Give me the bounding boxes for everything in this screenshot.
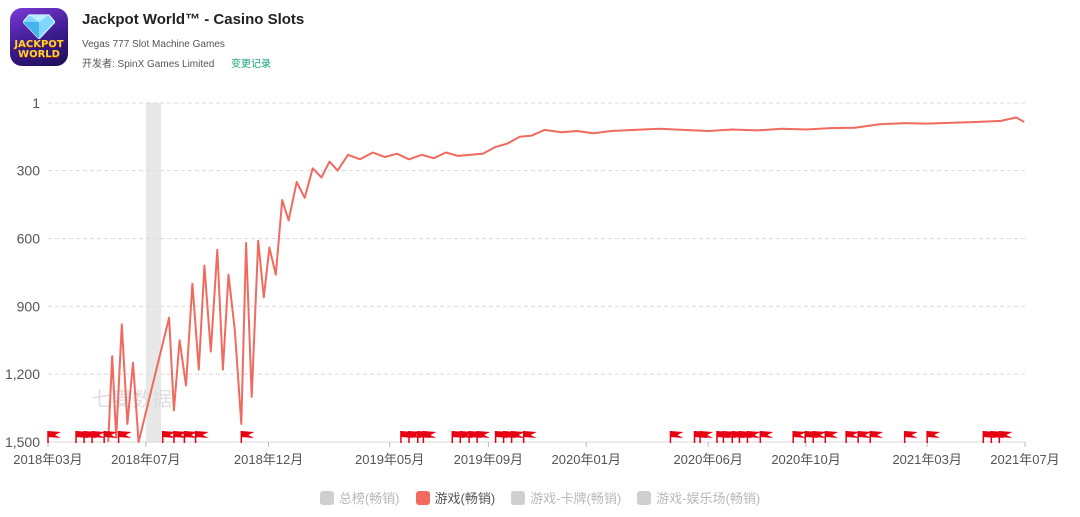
version-flag-icon[interactable]	[870, 431, 884, 438]
legend-label: 游戏(畅销)	[434, 491, 496, 506]
app-header: JACKPOT WORLD Jackpot World™ - Casino Sl…	[10, 8, 710, 72]
developer-label: 开发者: SpinX Games Limited	[82, 59, 215, 70]
version-flag-icon[interactable]	[927, 431, 941, 438]
developer-row: 开发者: SpinX Games Limited 变更记录	[82, 55, 271, 70]
version-flag-icon[interactable]	[241, 431, 255, 438]
y-tick-label: 900	[17, 298, 41, 314]
shaded-period	[145, 103, 162, 442]
version-flag-icon[interactable]	[477, 431, 491, 438]
legend-item[interactable]: 游戏(畅销)	[415, 488, 496, 507]
version-flag-icon[interactable]	[793, 431, 807, 438]
version-flag-icon[interactable]	[825, 431, 839, 438]
chart-legend: 总榜(畅销) 游戏(畅销) 游戏-卡牌(畅销) 游戏-娱乐场(畅销)	[0, 488, 1080, 508]
version-flag-icon[interactable]	[747, 431, 761, 438]
x-tick-label: 2019年09月	[454, 452, 523, 467]
version-flag-icon[interactable]	[858, 431, 872, 438]
app-title: Jackpot World™ - Casino Slots	[82, 11, 305, 28]
version-flag-icon[interactable]	[104, 431, 118, 438]
version-flag-icon[interactable]	[92, 431, 106, 438]
jackpot-world-app-icon: JACKPOT WORLD	[10, 8, 68, 66]
x-tick-label: 2019年05月	[355, 452, 424, 467]
version-flag-icon[interactable]	[195, 431, 209, 438]
version-flag-icon[interactable]	[999, 431, 1013, 438]
changelog-link[interactable]: 变更记录	[231, 59, 272, 70]
version-flag-icon[interactable]	[670, 431, 684, 438]
legend-swatch	[637, 490, 652, 505]
legend-swatch	[415, 490, 430, 505]
diamond-icon	[23, 14, 55, 39]
app-subtitle: Vegas 777 Slot Machine Games	[82, 39, 225, 50]
y-tick-label: 1,200	[5, 366, 40, 382]
version-flag-icon[interactable]	[813, 431, 827, 438]
x-tick-label: 2020年10月	[771, 452, 840, 467]
watermark: 七麦数据	[92, 387, 172, 411]
legend-swatch	[511, 490, 526, 505]
version-flag-icon[interactable]	[511, 431, 525, 438]
x-tick-label: 2021年03月	[892, 452, 961, 467]
legend-label: 游戏-卡牌(畅销)	[530, 491, 622, 506]
app-icon-lettering: JACKPOT WORLD	[14, 39, 64, 60]
legend-swatch	[319, 490, 334, 505]
y-tick-label: 1	[32, 95, 40, 111]
version-flag-icon[interactable]	[118, 431, 132, 438]
version-flag-icon[interactable]	[184, 431, 198, 438]
x-tick-label: 2020年06月	[673, 452, 742, 467]
version-flag-icon[interactable]	[48, 431, 61, 438]
x-tick-label: 2018年07月	[111, 452, 180, 467]
version-flag-icon[interactable]	[700, 431, 714, 438]
series-line-games-grossing	[107, 116, 1025, 443]
rank-chart: 1 300 600 900 1,200 1,500 2018年03月 2018年07月 2018…	[5, 95, 1060, 467]
x-tick-label: 2020年01月	[552, 452, 621, 467]
legend-item[interactable]: 总榜(畅销)	[319, 488, 400, 507]
legend-item[interactable]: 游戏-卡牌(畅销)	[511, 488, 621, 507]
version-flag-icon[interactable]	[904, 431, 918, 438]
y-tick-label: 1,500	[5, 434, 40, 450]
x-tick-label: 2018年12月	[234, 452, 303, 467]
version-flag-icon[interactable]	[760, 431, 774, 438]
version-flag-icon[interactable]	[523, 431, 537, 438]
legend-label: 总榜(畅销)	[338, 491, 400, 506]
y-tick-label: 300	[17, 163, 41, 179]
version-flag-icon[interactable]	[846, 431, 860, 438]
legend-item[interactable]: 游戏-娱乐场(畅销)	[637, 488, 760, 507]
x-tick-label: 2018年03月	[13, 452, 82, 467]
version-flag-icon[interactable]	[162, 431, 176, 438]
legend-label: 游戏-娱乐场(畅销)	[656, 491, 761, 506]
version-flag-icon[interactable]	[423, 431, 437, 438]
y-tick-label: 600	[17, 230, 41, 246]
x-tick-label: 2021年07月	[990, 452, 1059, 467]
